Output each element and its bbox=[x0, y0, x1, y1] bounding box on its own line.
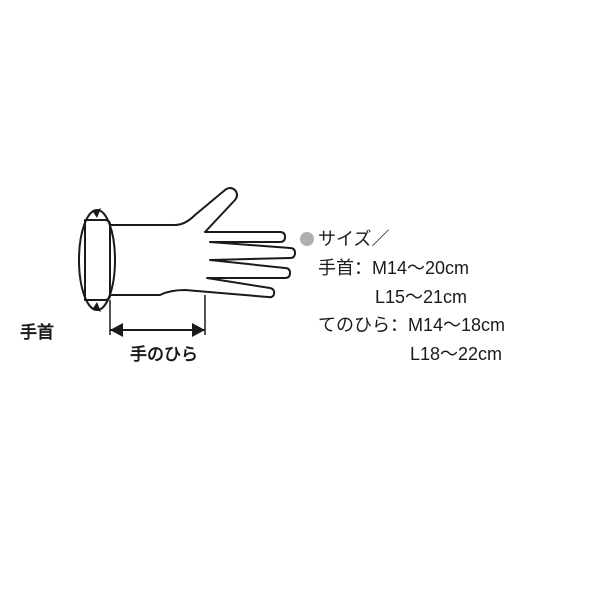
hand-outline bbox=[85, 188, 295, 300]
palm-m-value: M14～18cm bbox=[408, 315, 505, 335]
palm-m-row: てのひら：M14～18cm bbox=[300, 311, 505, 340]
palm-label: 手のひら bbox=[130, 340, 198, 365]
size-heading-text: サイズ／ bbox=[318, 225, 389, 254]
hand-diagram: 手首 手のひら bbox=[20, 180, 300, 380]
palm-measure-indicator bbox=[110, 295, 205, 337]
wrist-m-value: M14～20cm bbox=[372, 258, 469, 278]
size-info: サイズ／ 手首：M14～20cm L15～21cm てのひら：M14～18cm … bbox=[300, 225, 505, 369]
bullet-icon bbox=[300, 232, 314, 246]
palm-l-row: L18～22cm bbox=[300, 340, 505, 369]
wrist-row-label: 手首： bbox=[318, 258, 372, 278]
hand-outline-svg bbox=[75, 180, 305, 360]
wrist-l-row: L15～21cm bbox=[300, 283, 505, 312]
wrist-l-value: L15～21cm bbox=[375, 287, 467, 307]
palm-row-label: てのひら： bbox=[318, 315, 408, 335]
wrist-m-row: 手首：M14～20cm bbox=[300, 254, 505, 283]
wrist-label: 手首 bbox=[20, 318, 54, 343]
size-heading-row: サイズ／ bbox=[300, 225, 505, 254]
palm-l-value: L18～22cm bbox=[410, 344, 502, 364]
